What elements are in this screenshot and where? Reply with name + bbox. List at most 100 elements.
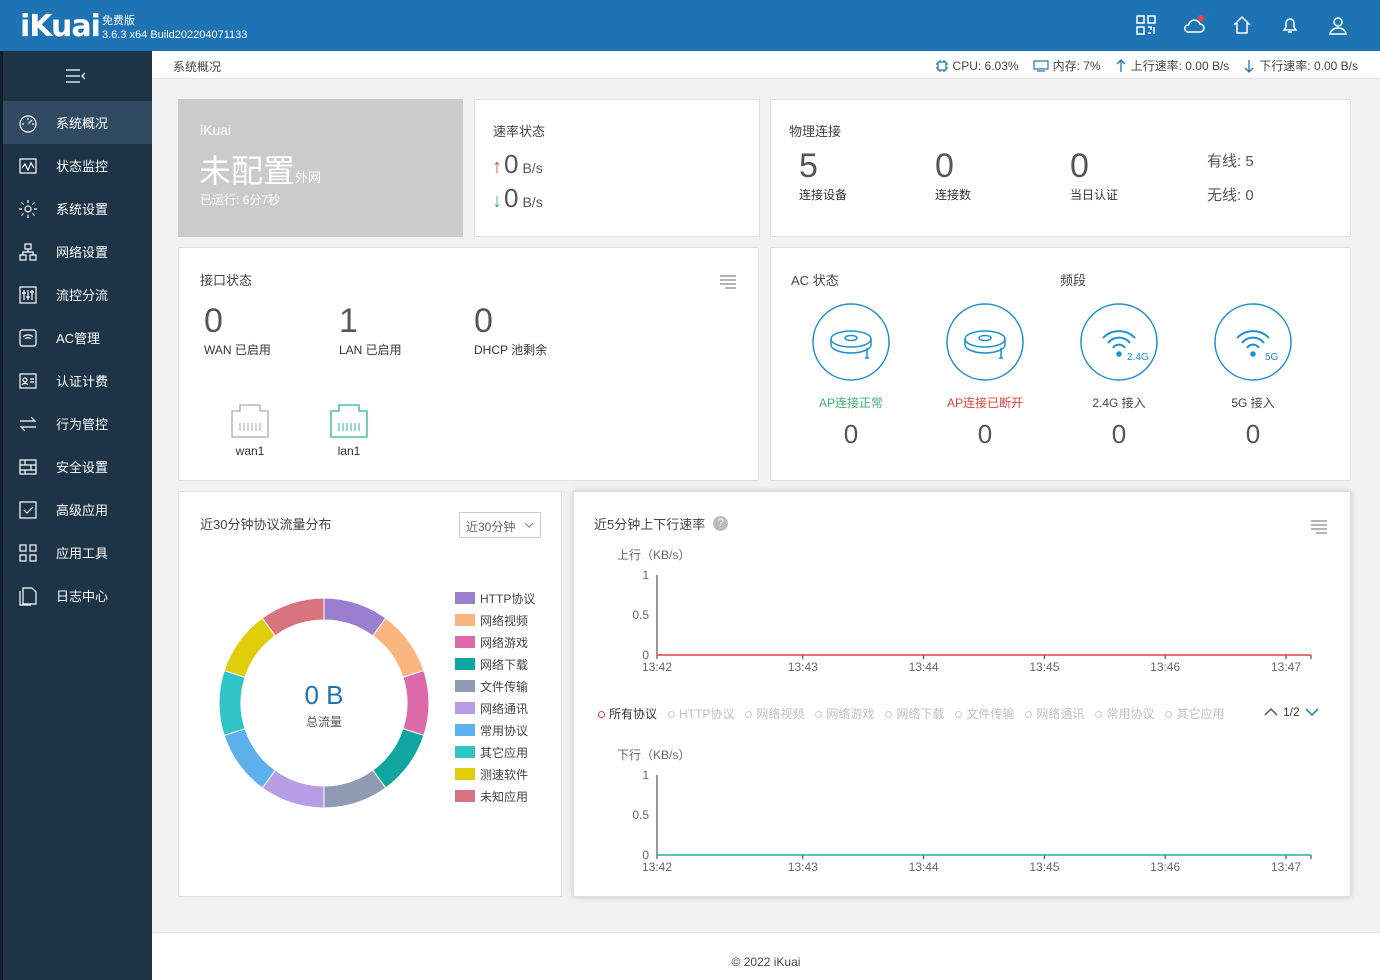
- sidebar-item-5[interactable]: AC管理: [0, 316, 152, 359]
- sidebar-item-10[interactable]: 应用工具: [0, 531, 152, 574]
- chevron-up-icon[interactable]: [1264, 707, 1278, 717]
- period-select[interactable]: 近30分钟: [459, 512, 541, 538]
- donut-slice-2[interactable]: [402, 669, 430, 737]
- wired-count: 有线: 5: [1207, 153, 1254, 170]
- sidebar-item-label: 应用工具: [56, 546, 109, 561]
- protocol-title: 近30分钟协议流量分布: [200, 517, 332, 532]
- port-wan1[interactable]: wan1: [229, 403, 271, 458]
- physical-title: 物理连接: [789, 124, 842, 139]
- port-lan1[interactable]: lan1: [328, 403, 370, 458]
- filter-item[interactable]: HTTP协议: [668, 705, 734, 722]
- bell-icon[interactable]: [1278, 13, 1302, 37]
- cpu-stat: CPU: 6.03%: [952, 58, 1019, 73]
- wan-state-suffix: 外网: [295, 170, 322, 185]
- filter-item[interactable]: 网络通讯: [1025, 705, 1084, 722]
- ethernet-port-icon: [330, 404, 368, 438]
- sidebar-item-1[interactable]: 状态监控: [0, 144, 152, 187]
- ac-item-3[interactable]: 5G 5G 接入 0: [1208, 302, 1298, 450]
- sidebar-item-label: 行为管控: [56, 417, 109, 432]
- legend-item[interactable]: 常用协议: [455, 719, 535, 741]
- wan-status-card: iKuai 未配置外网 已运行: 6分7秒: [178, 99, 463, 237]
- ac-item-0[interactable]: AP连接正常 0: [806, 302, 896, 450]
- up-rate-unit: B/s: [522, 160, 543, 176]
- donut-slice-3[interactable]: [372, 728, 425, 789]
- sidebar-item-11[interactable]: 日志中心: [0, 574, 152, 617]
- exchange-icon: [18, 414, 38, 434]
- sidebar-item-label: 认证计费: [56, 374, 109, 389]
- legend-item[interactable]: 测速软件: [455, 763, 535, 785]
- legend-item[interactable]: 网络下载: [455, 653, 535, 675]
- total-traffic-label: 总流量: [305, 715, 342, 729]
- apps-icon: [18, 543, 38, 563]
- cloud-icon[interactable]: [1182, 13, 1206, 37]
- y-tick-label: 0.5: [632, 808, 649, 822]
- legend-label: HTTP协议: [480, 591, 536, 606]
- edition-info: 免费版 3.6.3 x64 Build202204071133: [102, 14, 247, 42]
- legend-pager: 1/2: [1264, 705, 1319, 719]
- qr-grid-icon[interactable]: [1134, 13, 1158, 37]
- filter-item[interactable]: 网络游戏: [815, 705, 874, 722]
- wan-state: 未配置: [199, 153, 296, 189]
- main-content: iKuai 未配置外网 已运行: 6分7秒 速率状态 ↑ 0 B/s ↓ 0 B/s 物…: [152, 79, 1380, 980]
- phys-stat-devices: 5 连接设备: [799, 147, 848, 202]
- ac-item-1[interactable]: AP连接已断开 0: [940, 302, 1030, 450]
- donut-slice-6[interactable]: [223, 728, 276, 789]
- donut-slice-8[interactable]: [223, 617, 276, 678]
- filter-item[interactable]: 网络视频: [745, 705, 804, 722]
- memory-icon: [1032, 59, 1049, 72]
- filter-item[interactable]: 所有协议: [598, 705, 657, 722]
- sidebar-item-7[interactable]: 行为管控: [0, 402, 152, 445]
- protocol-donut-chart: [218, 597, 430, 809]
- x-tick-label: 13:42: [642, 660, 672, 674]
- legend-item[interactable]: 文件传输: [455, 675, 535, 697]
- y-tick-label: 1: [642, 768, 649, 782]
- dashboard-icon: [18, 113, 38, 133]
- x-tick-label: 13:47: [1271, 660, 1301, 674]
- sidebar-item-3[interactable]: 网络设置: [0, 230, 152, 273]
- donut-slice-7[interactable]: [218, 669, 246, 737]
- sidebar-item-label: 网络设置: [56, 245, 109, 260]
- sidebar-item-4[interactable]: 流控分流: [0, 273, 152, 316]
- legend-swatch: [455, 636, 475, 648]
- sidebar-item-label: 高级应用: [56, 503, 109, 518]
- legend-label: 常用协议: [480, 723, 529, 738]
- legend-item[interactable]: HTTP协议: [455, 587, 535, 609]
- donut-slice-4[interactable]: [323, 769, 387, 809]
- sidebar-item-0[interactable]: 系统概况: [0, 101, 152, 144]
- list-menu-icon[interactable]: [1310, 520, 1328, 534]
- logo[interactable]: iKuai: [20, 9, 101, 44]
- ac-item-value: 0: [1111, 419, 1127, 449]
- ac-item-label: AP连接正常: [818, 396, 883, 410]
- user-icon[interactable]: [1326, 13, 1350, 37]
- sidebar-item-8[interactable]: 安全设置: [0, 445, 152, 488]
- up-rate-value: 0: [504, 149, 519, 179]
- period-select-value: 近30分钟: [466, 520, 516, 534]
- list-menu-icon[interactable]: [719, 275, 737, 289]
- help-icon[interactable]: ?: [713, 516, 729, 531]
- ac-item-2[interactable]: 2.4G 2.4G 接入 0: [1074, 302, 1164, 450]
- sidebar-item-9[interactable]: 高级应用: [0, 488, 152, 531]
- legend-item[interactable]: 网络通讯: [455, 697, 535, 719]
- filter-item[interactable]: 其它应用: [1165, 705, 1224, 722]
- legend-swatch: [455, 768, 475, 780]
- x-tick-label: 13:43: [788, 660, 818, 674]
- legend-item[interactable]: 其它应用: [455, 741, 535, 763]
- legend-item[interactable]: 网络视频: [455, 609, 535, 631]
- chevron-down-icon[interactable]: [1305, 707, 1319, 717]
- sidebar-item-label: 系统概况: [56, 116, 109, 131]
- legend-page: 1/2: [1283, 705, 1300, 719]
- home-icon[interactable]: [1230, 13, 1254, 37]
- wifi-icon: 5G: [1214, 303, 1292, 381]
- filter-item[interactable]: 常用协议: [1095, 705, 1154, 722]
- sidebar-item-6[interactable]: 认证计费: [0, 359, 152, 402]
- legend-item[interactable]: 网络游戏: [455, 631, 535, 653]
- menu-toggle-button[interactable]: [0, 51, 152, 101]
- filter-item[interactable]: 网络下载: [885, 705, 944, 722]
- donut-slice-9[interactable]: [261, 597, 325, 637]
- donut-slice-1[interactable]: [372, 617, 425, 678]
- wifi-icon: 2.4G: [1080, 303, 1158, 381]
- legend-item[interactable]: 未知应用: [455, 785, 535, 807]
- filter-item[interactable]: 文件传输: [955, 705, 1014, 722]
- check-box-icon: [18, 500, 38, 520]
- sidebar-item-2[interactable]: 系统设置: [0, 187, 152, 230]
